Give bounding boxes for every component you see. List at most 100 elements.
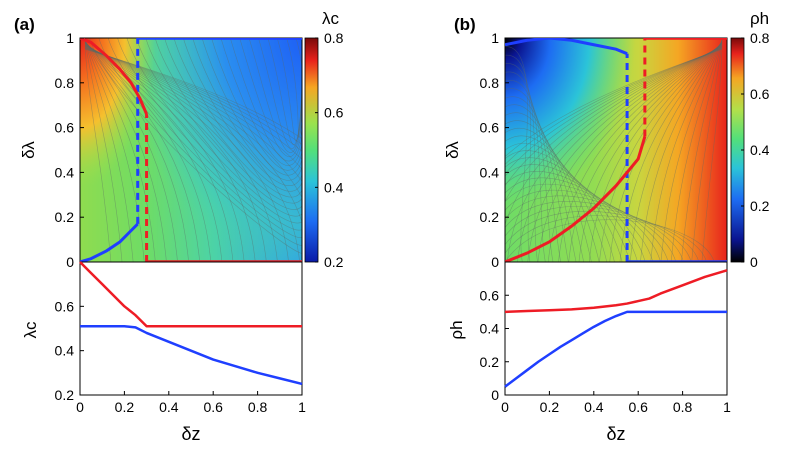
x-tick-b-tick-label: 0 (501, 399, 509, 415)
contour-line (84, 44, 278, 262)
contour-line (98, 38, 302, 246)
y-tick-a-tick-label: 0.8 (55, 75, 75, 91)
x-tick-b-tick-label: 0.4 (584, 399, 604, 415)
contour-line (220, 38, 302, 166)
contour-line (84, 48, 302, 152)
contour-line (107, 38, 302, 238)
y-tick-b-tick-label: 0.2 (480, 209, 500, 225)
contour-line (505, 63, 539, 262)
contour-line (84, 44, 267, 262)
y-axis-label-a-lower: λc (21, 321, 40, 339)
contour-line (84, 38, 123, 262)
colorbar-b-tick-label: 0.8 (750, 30, 770, 46)
x-tick-b-tick-label: 0.2 (540, 399, 560, 415)
x-tick-a-tick-label: 0.2 (115, 399, 135, 415)
panel-a-lineplot: 0 0.2 0.4 0.6 0.8 1 0.20.40.6 λc δz (21, 261, 306, 444)
a-red-boundary-curve (80, 38, 148, 115)
y-tick-a-tick-label: 0.4 (55, 164, 75, 180)
contour-line (84, 40, 167, 262)
colorbar-b-tick-label: 0 (750, 254, 758, 270)
colorbar-a-tick-label: 0.4 (324, 179, 344, 195)
colorbar-label-b: ρh (750, 9, 769, 28)
colorbar-b-tick-label: 0.2 (750, 198, 770, 214)
phase-boundaries-b (505, 38, 727, 262)
y-tick-a-tick-label: 0 (66, 254, 74, 270)
contour-line (301, 79, 302, 126)
contour-line (558, 44, 723, 262)
contour-line (505, 96, 569, 262)
b-lower-red-series-line (504, 269, 728, 314)
y-axis-label-b-lower: ρh (447, 320, 466, 339)
x-tick-a-tick-label: 0.6 (203, 399, 223, 415)
y-tick-b-tick-label: 1 (491, 30, 499, 46)
y-tick-b-tick-label: 0 (491, 254, 499, 270)
contour-line (211, 38, 302, 171)
y-tick-b-lower-tick-label: 0 (491, 387, 499, 403)
contour-line (505, 219, 715, 262)
b-lower-blue-series-line (504, 310, 727, 388)
contour-line (84, 40, 156, 262)
contour-line (507, 46, 723, 262)
contour-line (517, 45, 723, 262)
panel-b-heatmap: (b) 0 0.2 0.4 0.6 0.8 1 δλ (443, 15, 728, 270)
y-tick-a-lower-tick-label: 0.4 (55, 343, 75, 359)
contour-line (84, 40, 178, 262)
colorbar-label-a: λc (322, 9, 340, 28)
contour-line (505, 211, 700, 262)
contour-line (537, 45, 723, 262)
contour-line (629, 41, 723, 262)
contour-line (84, 39, 145, 262)
y-tick-a-lower-tick-label: 0.2 (55, 387, 75, 403)
y-tick-a-tick-label: 0.2 (55, 209, 75, 225)
contour-line (267, 38, 302, 146)
panel-a-heatmap: (a) 0 0.2 0.4 0.6 0.8 1 δλ (14, 15, 303, 270)
contour-line (505, 54, 531, 262)
contour-line (505, 171, 646, 262)
y-tick-b-lower-tick-label: 0.4 (480, 321, 500, 337)
contour-line (84, 41, 189, 262)
contour-line (84, 46, 302, 199)
contour-line (84, 48, 302, 145)
contour-line (505, 48, 723, 175)
x-tick-b-tick-label: 0.8 (673, 399, 693, 415)
contour-line (578, 43, 723, 262)
contour-line (505, 206, 692, 262)
contour-line (505, 164, 638, 262)
colorbar-b-tick-label: 0.4 (750, 142, 770, 158)
x-tick-b-tick-label: 1 (723, 399, 731, 415)
y-tick-b-lower-tick-label: 0.2 (480, 354, 500, 370)
contour-line (548, 44, 723, 262)
contour-line (505, 112, 585, 262)
colorbar-a-tick-label: 0.8 (324, 30, 344, 46)
contour-line (248, 38, 302, 153)
contour-line (136, 38, 302, 217)
contour-line (286, 38, 302, 138)
contour-line (84, 45, 289, 262)
contour-line (701, 38, 723, 262)
colorbar-a: λc 0.2 0.4 0.6 0.8 (304, 9, 344, 270)
panel-b-label: (b) (454, 15, 476, 34)
y-tick-b-lower-tick-label: 0.6 (480, 287, 500, 303)
x-tick-a-tick-label: 0.8 (248, 399, 268, 415)
contour-line (505, 46, 528, 262)
contour-line (505, 46, 723, 226)
contour-line (84, 48, 302, 140)
panel-b-lineplot: 0 0.2 0.4 0.6 0.8 1 0 0.2 0.4 0.6 ρh δz (447, 261, 731, 444)
contour-line (505, 72, 546, 262)
contour-line (505, 48, 723, 158)
contour-line (84, 47, 302, 170)
contour-line (505, 157, 631, 262)
b-red-boundary-curve (505, 136, 647, 262)
contour-line (84, 38, 112, 262)
phase-boundaries-a (80, 38, 302, 262)
x-axis-label-b: δz (606, 424, 625, 444)
contour-line (505, 201, 684, 262)
x-axis-label-a: δz (181, 424, 200, 444)
contour-line (681, 39, 723, 262)
colorbar-b: ρh 0 0.2 0.4 0.6 0.8 (730, 9, 770, 270)
contour-line (84, 39, 134, 262)
y-tick-a-lower-tick-label: 0.6 (55, 298, 75, 314)
y-tick-b-tick-label: 0.6 (480, 120, 500, 136)
contour-line (505, 183, 661, 262)
contour-line (660, 40, 723, 262)
